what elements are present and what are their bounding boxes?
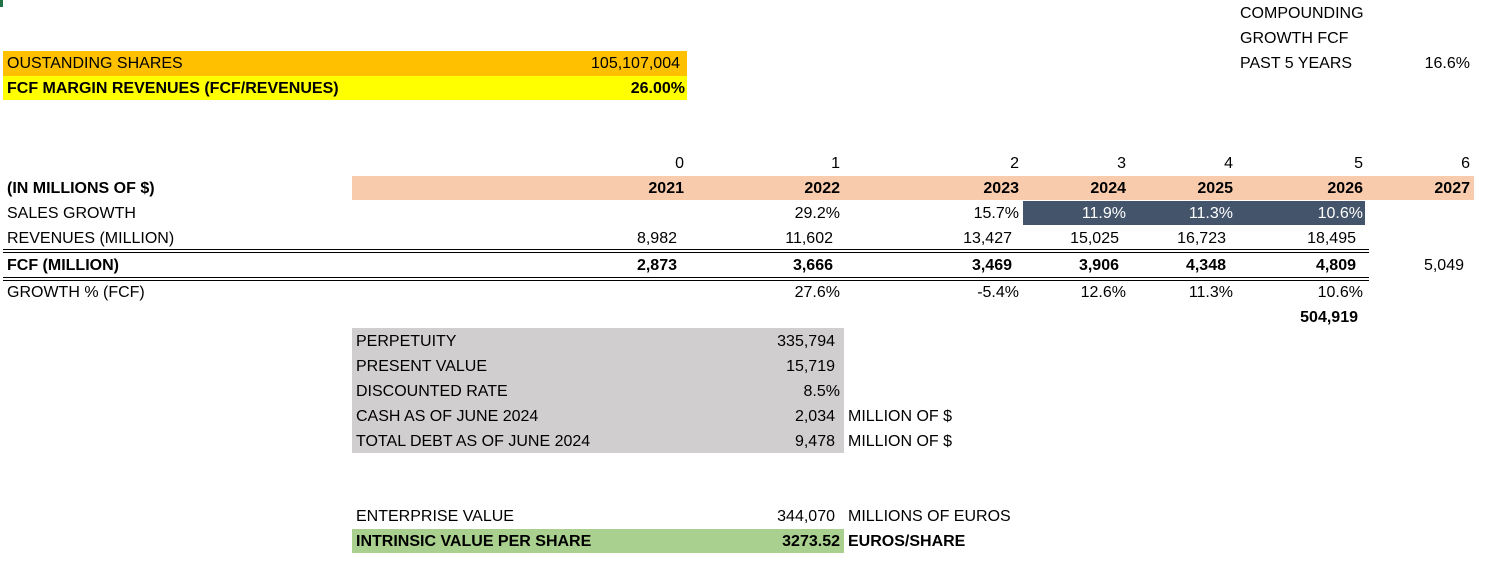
enterprise-value-label[interactable]: ENTERPRISE VALUE: [356, 508, 514, 525]
growth-2023[interactable]: -5.4%: [977, 284, 1019, 301]
col-index-4[interactable]: 4: [1224, 155, 1233, 172]
col-index-3[interactable]: 3: [1117, 155, 1126, 172]
col-index-1[interactable]: 1: [831, 155, 840, 172]
debt-unit[interactable]: MILLION OF $: [848, 433, 953, 450]
revenue-double-line-top: [3, 249, 1369, 250]
sales-growth-2025[interactable]: 11.3%: [1188, 205, 1233, 222]
year-2023[interactable]: 2023: [983, 180, 1019, 197]
sales-growth-2026[interactable]: 10.6%: [1317, 205, 1363, 222]
revenues-2023[interactable]: 13,427: [963, 230, 1012, 247]
cash-unit[interactable]: MILLION OF $: [848, 408, 953, 425]
growth-label[interactable]: GROWTH % (FCF): [7, 284, 145, 301]
compounding-line3[interactable]: PAST 5 YEARS: [1240, 55, 1353, 72]
growth-2026[interactable]: 10.6%: [1317, 284, 1363, 301]
year-2022[interactable]: 2022: [804, 180, 840, 197]
col-index-2[interactable]: 2: [1010, 155, 1019, 172]
year-2025[interactable]: 2025: [1197, 180, 1233, 197]
sales-growth-label[interactable]: SALES GROWTH: [7, 205, 136, 222]
header-label[interactable]: (IN MILLIONS OF $): [7, 180, 155, 197]
year-2021[interactable]: 2021: [648, 180, 684, 197]
enterprise-value-unit[interactable]: MILLIONS OF EUROS: [848, 508, 1011, 525]
present-value-value[interactable]: 15,719: [786, 358, 835, 375]
year-2024[interactable]: 2024: [1090, 180, 1126, 197]
revenues-2022[interactable]: 11,602: [785, 230, 833, 247]
fcf-2026[interactable]: 4,809: [1315, 257, 1356, 274]
sheet-corner-marker: [0, 0, 3, 7]
year-header-fill: [352, 176, 1474, 200]
col-index-0[interactable]: 0: [675, 155, 684, 172]
revenues-label[interactable]: REVENUES (MILLION): [7, 230, 175, 247]
col-index-5[interactable]: 5: [1354, 155, 1363, 172]
fcf-double-line-top: [3, 277, 1369, 278]
margin-value[interactable]: 26.00%: [630, 80, 685, 97]
intrinsic-value-fill: [352, 529, 844, 553]
fcf-2027[interactable]: 5,049: [1423, 257, 1464, 274]
revenues-2025[interactable]: 16,723: [1177, 230, 1226, 247]
revenue-double-line-bottom: [3, 252, 1369, 253]
margin-label[interactable]: FCF MARGIN REVENUES (FCF/REVENUES): [7, 80, 339, 97]
perpetuity-label[interactable]: PERPETUITY: [356, 333, 457, 350]
fcf-2025[interactable]: 4,348: [1185, 257, 1226, 274]
fcf-2023[interactable]: 3,469: [971, 257, 1012, 274]
perpetuity-value[interactable]: 335,794: [777, 333, 835, 350]
shares-label[interactable]: OUSTANDING SHARES: [7, 55, 183, 72]
fcf-double-line-bottom: [3, 280, 1369, 281]
revenues-2024[interactable]: 15,025: [1070, 230, 1119, 247]
intrinsic-value-label[interactable]: INTRINSIC VALUE PER SHARE: [356, 533, 592, 550]
valuation-fill: [352, 328, 844, 453]
cash-label[interactable]: CASH AS OF JUNE 2024: [356, 408, 539, 425]
projection-growth-fill: [1023, 201, 1365, 225]
fcf-2021[interactable]: 2,873: [636, 257, 677, 274]
enterprise-value-value[interactable]: 344,070: [777, 508, 835, 525]
year-2026[interactable]: 2026: [1327, 180, 1363, 197]
growth-2025[interactable]: 11.3%: [1188, 284, 1233, 301]
margin-row-fill: [3, 76, 687, 100]
year-2027[interactable]: 2027: [1434, 180, 1470, 197]
terminal-value[interactable]: 504,919: [1300, 309, 1358, 326]
revenues-2026[interactable]: 18,495: [1307, 230, 1356, 247]
fcf-2024[interactable]: 3,906: [1078, 257, 1119, 274]
discount-rate-value[interactable]: 8.5%: [803, 383, 840, 400]
debt-label[interactable]: TOTAL DEBT AS OF JUNE 2024: [356, 433, 591, 450]
cash-value[interactable]: 2,034: [794, 408, 835, 425]
debt-value[interactable]: 9,478: [794, 433, 835, 450]
fcf-label[interactable]: FCF (MILLION): [7, 257, 119, 274]
growth-2024[interactable]: 12.6%: [1080, 284, 1126, 301]
intrinsic-value-value[interactable]: 3273.52: [782, 533, 840, 550]
sales-growth-2022[interactable]: 29.2%: [794, 205, 840, 222]
growth-2022[interactable]: 27.6%: [794, 284, 840, 301]
compounding-value[interactable]: 16.6%: [1424, 55, 1470, 72]
revenues-2021[interactable]: 8,982: [636, 230, 677, 247]
shares-row-fill: [3, 51, 687, 76]
intrinsic-value-unit[interactable]: EUROS/SHARE: [848, 533, 966, 550]
sales-growth-2024[interactable]: 11.9%: [1081, 205, 1126, 222]
shares-value[interactable]: 105,107,004: [591, 55, 680, 72]
discount-rate-label[interactable]: DISCOUNTED RATE: [356, 383, 508, 400]
compounding-line2[interactable]: GROWTH FCF: [1240, 30, 1349, 47]
present-value-label[interactable]: PRESENT VALUE: [356, 358, 488, 375]
fcf-2022[interactable]: 3,666: [792, 257, 833, 274]
sales-growth-2023[interactable]: 15.7%: [973, 205, 1019, 222]
compounding-line1[interactable]: COMPOUNDING: [1240, 5, 1364, 22]
col-index-6[interactable]: 6: [1461, 155, 1470, 172]
